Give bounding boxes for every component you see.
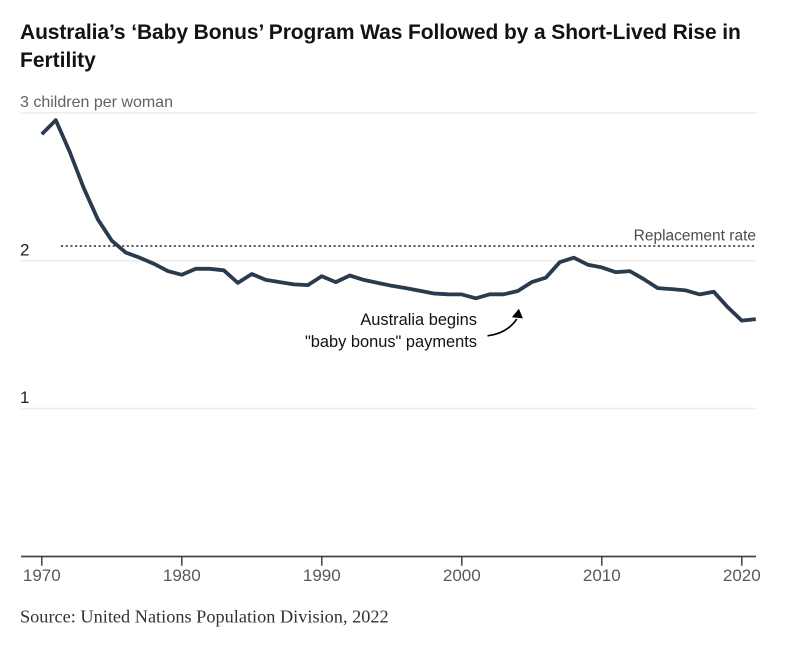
svg-text:2000: 2000 <box>443 566 481 585</box>
svg-text:Replacement rate: Replacement rate <box>634 228 756 245</box>
svg-text:2020: 2020 <box>723 566 761 585</box>
svg-text:Australia begins: Australia begins <box>360 311 477 329</box>
svg-text:Source: United Nations Populat: Source: United Nations Population Divisi… <box>20 607 389 627</box>
svg-text:1: 1 <box>20 388 29 407</box>
svg-text:Fertility: Fertility <box>20 49 96 72</box>
svg-text:"baby bonus" payments: "baby bonus" payments <box>305 333 477 351</box>
svg-text:1990: 1990 <box>303 566 341 585</box>
svg-text:1980: 1980 <box>163 566 201 585</box>
svg-text:2010: 2010 <box>583 566 621 585</box>
svg-text:2: 2 <box>20 241 29 260</box>
svg-text:Australia’s ‘Baby Bonus’ Progr: Australia’s ‘Baby Bonus’ Program Was Fol… <box>20 21 741 44</box>
svg-text:3 children per woman: 3 children per woman <box>20 94 173 111</box>
svg-text:1970: 1970 <box>23 566 61 585</box>
